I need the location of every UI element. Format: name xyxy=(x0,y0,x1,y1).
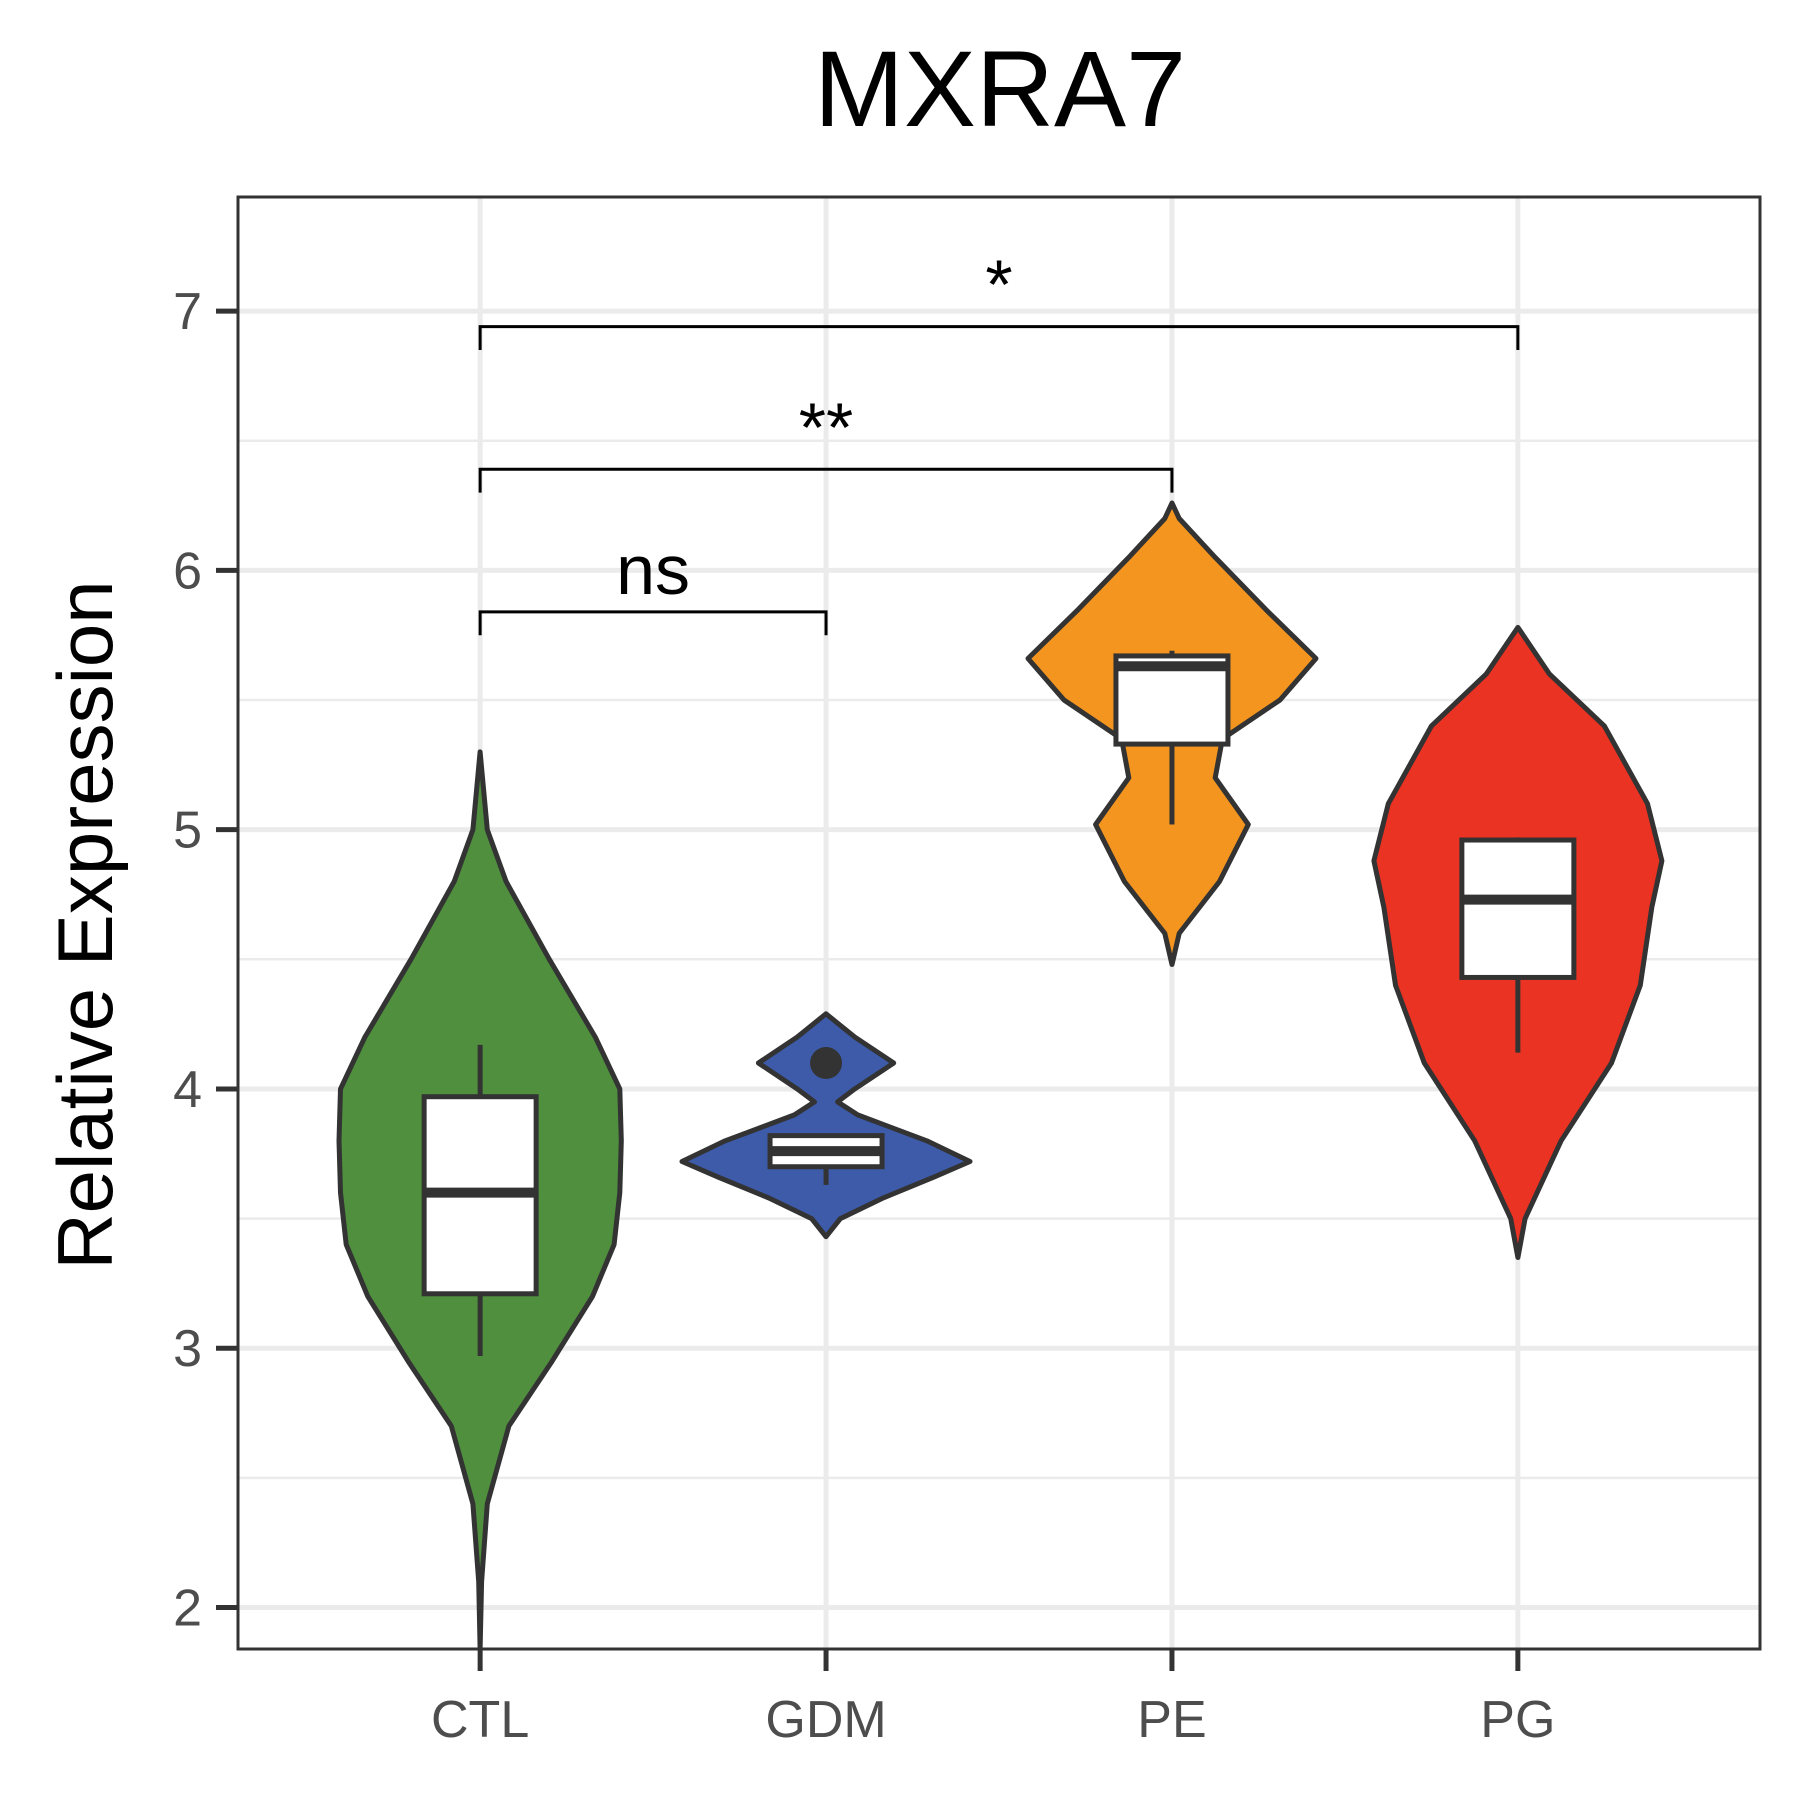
significance-bracket xyxy=(478,467,1174,493)
violins xyxy=(336,500,1665,1652)
box-pg xyxy=(1459,837,1577,980)
x-tick-label: PG xyxy=(1480,1691,1555,1749)
y-tick-label: 3 xyxy=(173,1320,202,1378)
outlier-point xyxy=(810,1047,843,1080)
significance-bracket xyxy=(478,325,1520,350)
y-tick-label: 2 xyxy=(173,1580,202,1638)
axes: 2 3 4 5 6 7 CTL GDM PE PG xyxy=(173,283,1555,1749)
significance-brackets: ns*** xyxy=(478,246,1520,636)
significance-label: ** xyxy=(799,388,853,466)
plot-panel-border xyxy=(236,195,1762,1651)
significance-bracket xyxy=(478,610,828,636)
significance-label: ns xyxy=(616,531,690,609)
x-tick-label: PE xyxy=(1137,1691,1206,1749)
significance-label: * xyxy=(985,246,1012,324)
y-tick-label: 4 xyxy=(173,1061,202,1119)
x-tick-label: CTL xyxy=(431,1691,529,1749)
y-tick-label: 6 xyxy=(173,542,202,600)
x-tick-label: GDM xyxy=(765,1691,886,1749)
y-tick-label: 7 xyxy=(173,283,202,341)
violin-gdm xyxy=(679,1011,973,1240)
chart-title: MXRA7 xyxy=(814,28,1186,149)
y-tick-label: 5 xyxy=(173,802,202,860)
y-axis-label: Relative Expression xyxy=(41,580,129,1269)
